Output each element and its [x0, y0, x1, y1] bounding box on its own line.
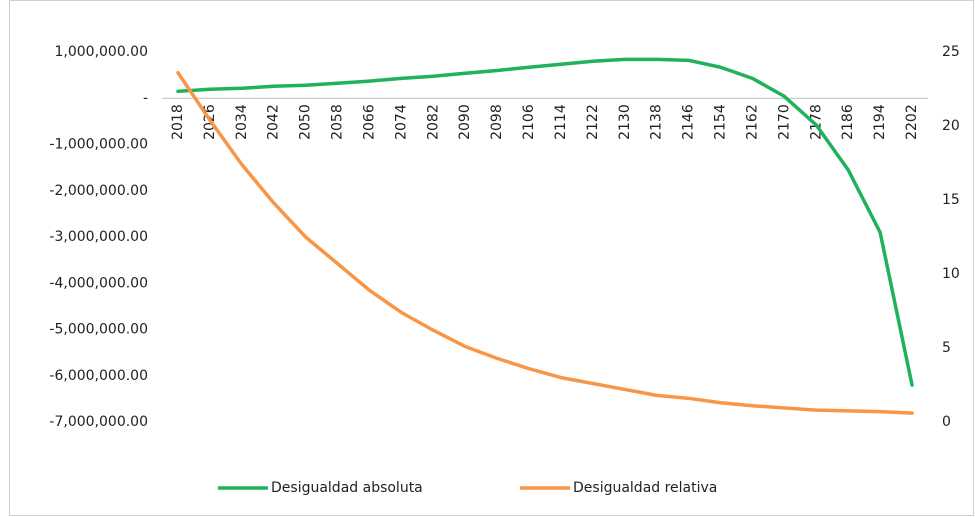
- x-tick-label: 2042: [266, 104, 282, 140]
- x-tick-label: 2082: [425, 104, 441, 140]
- x-tick-label: 2130: [617, 104, 633, 140]
- x-tick-label: 2018: [170, 104, 186, 140]
- y2-tick-label: 10: [942, 266, 960, 282]
- x-tick-label: 2122: [585, 104, 601, 140]
- y-tick-label: -2,000,000.00: [49, 183, 148, 199]
- legend-label: Desigualdad absoluta: [271, 480, 423, 496]
- y-tick-label: 1,000,000.00: [54, 44, 148, 60]
- x-tick-label: 2090: [457, 104, 473, 140]
- x-tick-label: 2034: [234, 104, 250, 140]
- y-tick-label: -6,000,000.00: [49, 368, 148, 384]
- x-tick-label: 2106: [521, 104, 537, 140]
- y-tick-label: -4,000,000.00: [49, 275, 148, 291]
- y-tick-label: -5,000,000.00: [49, 322, 148, 338]
- y2-tick-label: 5: [942, 340, 951, 356]
- y2-tick-label: 15: [942, 192, 960, 208]
- x-tick-label: 2098: [489, 104, 505, 140]
- x-tick-label: 2202: [904, 104, 920, 140]
- x-tick-label: 2162: [744, 104, 760, 140]
- x-tick-label: 2154: [713, 104, 729, 140]
- y2-tick-label: 0: [942, 414, 951, 430]
- y-tick-label: -: [143, 90, 148, 106]
- y-tick-label: -7,000,000.00: [49, 414, 148, 430]
- y2-tick-label: 25: [942, 44, 960, 60]
- x-tick-label: 2146: [681, 104, 697, 140]
- series-line: [176, 70, 914, 415]
- x-tick-label: 2138: [649, 104, 665, 140]
- series-line: [176, 57, 914, 387]
- x-tick-label: 2194: [872, 104, 888, 140]
- y2-tick-label: 20: [942, 118, 960, 134]
- x-tick-label: 2170: [776, 104, 792, 140]
- y-tick-label: -3,000,000.00: [49, 229, 148, 245]
- x-tick-label: 2058: [330, 104, 346, 140]
- chart-border: [9, 0, 974, 516]
- x-tick-label: 2050: [298, 104, 314, 140]
- x-tick-label: 2074: [393, 104, 409, 140]
- x-tick-label: 2186: [840, 104, 856, 140]
- x-tick-label: 2066: [361, 104, 377, 140]
- legend-label: Desigualdad relativa: [573, 480, 717, 496]
- y-tick-label: -1,000,000.00: [49, 137, 148, 153]
- x-tick-label: 2114: [553, 104, 569, 140]
